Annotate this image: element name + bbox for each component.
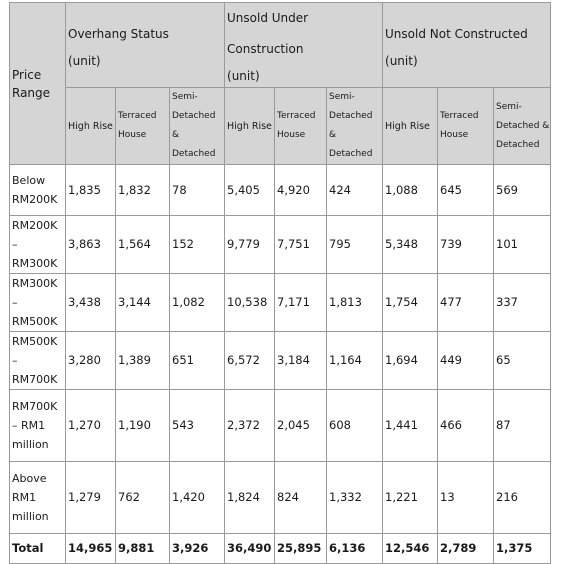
table-cell: 424	[326, 164, 384, 216]
table-row: RM700K – RM1 million 1,270 1,190 543 2,372 2,…	[9, 389, 552, 462]
table-cell: 1,564	[115, 215, 170, 274]
table-cell: 1,835	[65, 164, 116, 216]
table-cell: 762	[115, 461, 170, 534]
subheader-terraced: Terraced House	[437, 87, 495, 165]
table-cell: 3,144	[115, 273, 170, 332]
table-cell: 12,546	[382, 533, 439, 564]
group-header-not-constructed: Unsold Not Constructed (unit)	[382, 2, 552, 88]
table-cell: 337	[493, 273, 552, 332]
table-cell: 1,375	[493, 533, 552, 564]
table-cell: 1,441	[382, 389, 439, 462]
price-range-label: Total	[9, 533, 66, 564]
table-cell: 7,751	[274, 215, 328, 274]
group-title: Unsold Not Constructed	[385, 26, 528, 41]
total-row: Total 14,965 9,881 3,926 36,490 25,895 6,136 12…	[9, 533, 552, 564]
table-cell: 1,420	[168, 461, 226, 534]
table-cell: 65	[493, 331, 552, 390]
table-cell: 3,438	[65, 273, 116, 332]
table-row: Above RM1 million 1,279 762 1,420 1,824 824 1,…	[9, 461, 552, 534]
table-cell: 4,920	[274, 164, 328, 216]
table-cell: 3,926	[168, 533, 226, 564]
table-cell: 1,694	[382, 331, 439, 390]
header-row-groups: Price Range Overhang Status (unit) Unsol…	[9, 2, 552, 165]
group-unit: (unit)	[385, 53, 418, 68]
price-range-label: RM200K – RM300K	[9, 215, 66, 274]
header-row-types: High Rise Terraced House Semi-Detached &…	[10, 87, 552, 165]
table-row: RM200K – RM300K 3,863 1,564 152 9,779 7,751 79…	[9, 215, 552, 274]
table-cell: 1,088	[382, 164, 439, 216]
group-header-under-construction: Unsold Under Construction (unit)	[224, 2, 384, 88]
table-cell: 543	[168, 389, 226, 462]
table-cell: 6,136	[326, 533, 384, 564]
table-cell: 78	[168, 164, 226, 216]
table-cell: 608	[326, 389, 384, 462]
subheader-high-rise: High Rise	[65, 87, 116, 165]
table-cell: 1,754	[382, 273, 439, 332]
table-cell: 36,490	[224, 533, 276, 564]
table-cell: 824	[274, 461, 328, 534]
table-cell: 645	[437, 164, 495, 216]
table-cell: 7,171	[274, 273, 328, 332]
table-cell: 5,405	[224, 164, 276, 216]
table-cell: 6,572	[224, 331, 276, 390]
price-range-header: Price Range	[9, 2, 66, 165]
subheader-terraced: Terraced House	[115, 87, 170, 165]
table-cell: 477	[437, 273, 495, 332]
table-cell: 9,881	[115, 533, 170, 564]
table-cell: 25,895	[274, 533, 328, 564]
table-cell: 3,863	[65, 215, 116, 274]
price-range-label: RM500K – RM700K	[9, 331, 66, 390]
table-cell: 2,372	[224, 389, 276, 462]
group-header-overhang: Overhang Status (unit)	[64, 2, 226, 88]
table-cell: 1,824	[224, 461, 276, 534]
table-cell: 1,164	[326, 331, 384, 390]
table-cell: 1,270	[65, 389, 116, 462]
group-unit: (unit)	[68, 53, 101, 68]
table-cell: 87	[493, 389, 552, 462]
table-cell: 569	[493, 164, 552, 216]
group-title: Unsold Under Construction	[227, 11, 309, 56]
subheader-semi-detached: Semi-Detached & Detached	[493, 87, 552, 165]
group-unit: (unit)	[227, 69, 260, 83]
table-cell: 2,789	[437, 533, 495, 564]
table-cell: 651	[168, 331, 226, 390]
table-cell: 739	[437, 215, 495, 274]
table-cell: 3,184	[274, 331, 328, 390]
table-cell: 152	[168, 215, 226, 274]
table-cell: 449	[437, 331, 495, 390]
table-cell: 1,221	[382, 461, 439, 534]
table-row: RM500K – RM700K 3,280 1,389 651 6,572 3,184 1,…	[9, 331, 552, 390]
table-cell: 1,832	[115, 164, 170, 216]
group-title: Overhang Status	[68, 26, 169, 41]
subheader-terraced: Terraced House	[274, 87, 328, 165]
subheader-semi-detached: Semi-Detached & Detached	[168, 87, 226, 165]
price-range-label: RM300K – RM500K	[9, 273, 66, 332]
table-cell: 795	[326, 215, 384, 274]
subheader-semi-detached: Semi-Detached & Detached	[326, 87, 384, 165]
table-cell: 5,348	[382, 215, 439, 274]
table-cell: 216	[493, 461, 552, 534]
table-cell: 10,538	[224, 273, 276, 332]
table-cell: 1,082	[168, 273, 226, 332]
table-cell: 2,045	[274, 389, 328, 462]
table-cell: 13	[437, 461, 495, 534]
table-cell: 1,332	[326, 461, 384, 534]
price-range-label: Above RM1 million	[9, 461, 66, 534]
price-range-label: RM700K – RM1 million	[9, 389, 66, 462]
table-cell: 1,190	[115, 389, 170, 462]
table-cell: 9,779	[224, 215, 276, 274]
table-row: Below RM200K 1,835 1,832 78 5,405 4,920 424 1,0…	[9, 164, 552, 216]
table-cell: 101	[493, 215, 552, 274]
subheader-high-rise: High Rise	[224, 87, 276, 165]
table-cell: 1,813	[326, 273, 384, 332]
table-row: RM300K – RM500K 3,438 3,144 1,082 10,538 7,17…	[9, 273, 552, 332]
table-cell: 466	[437, 389, 495, 462]
table-cell: 1,279	[65, 461, 116, 534]
table-cell: 14,965	[65, 533, 116, 564]
price-range-label: Below RM200K	[9, 164, 66, 216]
table-cell: 1,389	[115, 331, 170, 390]
overhang-table: Price Range Overhang Status (unit) Unsol…	[9, 2, 552, 564]
subheader-high-rise: High Rise	[382, 87, 439, 165]
table-cell: 3,280	[65, 331, 116, 390]
